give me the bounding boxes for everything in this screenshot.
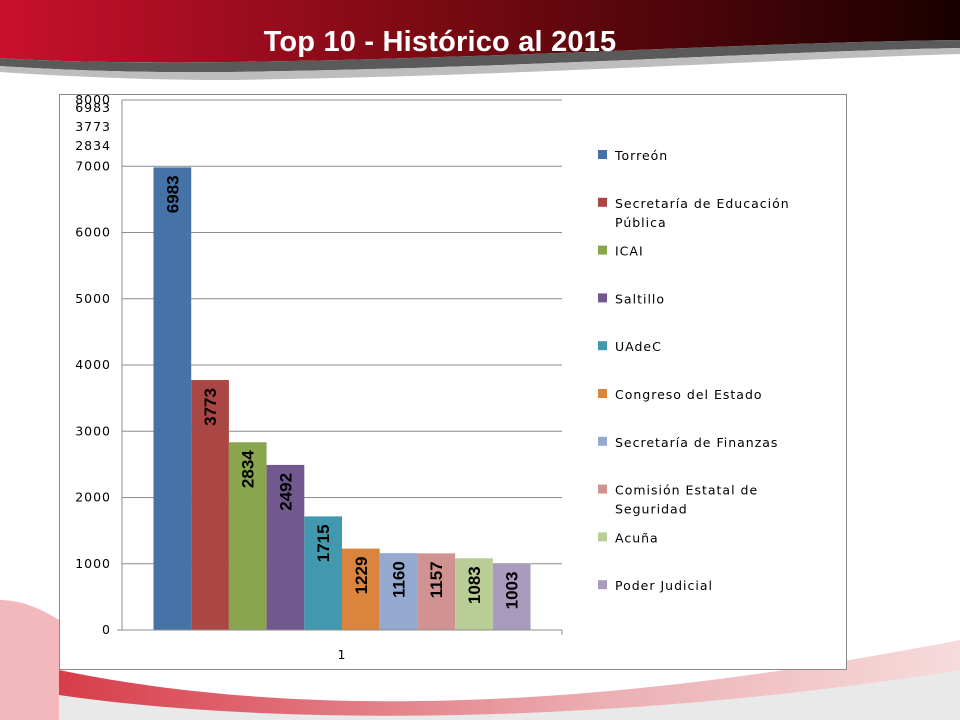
bar bbox=[342, 548, 380, 630]
legend-label: Secretaría de Educación bbox=[615, 196, 790, 211]
legend-label: ICAI bbox=[615, 244, 644, 259]
legend: Torreón Secretaría de Educación Pública ICA… bbox=[598, 148, 790, 593]
y-tick-label: 6000 bbox=[75, 225, 111, 240]
data-label: 1157 bbox=[427, 561, 446, 598]
data-label: 1003 bbox=[503, 572, 522, 610]
bar bbox=[153, 167, 192, 630]
bar bbox=[191, 380, 229, 630]
bar bbox=[379, 553, 418, 630]
legend-swatch bbox=[598, 245, 607, 255]
bar bbox=[417, 553, 456, 630]
data-label: 2492 bbox=[276, 473, 295, 511]
legend-label: Saltillo bbox=[615, 291, 665, 306]
x-tick-label: 1 bbox=[338, 647, 347, 662]
title-banner bbox=[0, 0, 960, 80]
bar bbox=[228, 442, 267, 630]
legend-swatch bbox=[598, 580, 607, 590]
legend-label: Secretaría de Finanzas bbox=[615, 435, 778, 450]
y-tick-label: 7000 bbox=[75, 158, 111, 173]
decorative-swoosh bbox=[0, 600, 960, 720]
legend-label: Pública bbox=[615, 215, 667, 230]
y-tick-label-extra: 3773 bbox=[75, 119, 111, 134]
legend-swatch bbox=[598, 436, 607, 446]
bar bbox=[455, 558, 493, 630]
bars bbox=[153, 167, 531, 630]
legend-swatch bbox=[598, 532, 607, 542]
bar bbox=[304, 516, 342, 630]
legend-swatch bbox=[598, 197, 607, 207]
axes: 0100020003000400050006000700080006983377… bbox=[75, 92, 563, 662]
legend-label: Comisión Estatal de bbox=[615, 483, 758, 498]
y-tick-label-extra: 6983 bbox=[75, 100, 111, 115]
y-tick-label: 0 bbox=[102, 622, 111, 637]
data-label: 1083 bbox=[465, 566, 484, 604]
data-label: 3773 bbox=[201, 388, 220, 426]
slide-title: Top 10 - Histórico al 2015 bbox=[263, 26, 617, 58]
data-label: 6983 bbox=[163, 175, 182, 213]
bar bbox=[492, 563, 531, 630]
legend-swatch bbox=[598, 389, 607, 398]
y-tick-label: 3000 bbox=[75, 423, 111, 438]
legend-swatch bbox=[598, 341, 607, 351]
data-label: 2834 bbox=[239, 450, 258, 488]
y-tick-label: 2000 bbox=[75, 490, 111, 505]
legend-label: Seguridad bbox=[615, 502, 688, 517]
data-label: 1715 bbox=[314, 524, 333, 562]
legend-swatch bbox=[598, 150, 607, 159]
y-tick-label-extra: 2834 bbox=[75, 138, 111, 153]
data-label: 1160 bbox=[390, 561, 409, 598]
y-tick-label: 1000 bbox=[75, 556, 111, 571]
legend-swatch bbox=[598, 484, 607, 494]
legend-label: UAdeC bbox=[615, 339, 662, 354]
data-labels: 6983 3773 2834 2492 1715 1229 1160 1157 1083 1003 bbox=[163, 175, 521, 609]
legend-swatch bbox=[598, 293, 607, 303]
data-label: 1229 bbox=[352, 557, 371, 595]
y-tick-label: 4000 bbox=[75, 357, 111, 372]
legend-label: Poder Judicial bbox=[615, 578, 713, 593]
y-tick-label: 8000 bbox=[75, 92, 111, 107]
bar bbox=[266, 464, 305, 630]
legend-label: Torreón bbox=[614, 148, 668, 163]
legend-label: Congreso del Estado bbox=[615, 387, 763, 402]
y-tick-label: 5000 bbox=[75, 291, 111, 306]
legend-label: Acuña bbox=[615, 530, 659, 545]
